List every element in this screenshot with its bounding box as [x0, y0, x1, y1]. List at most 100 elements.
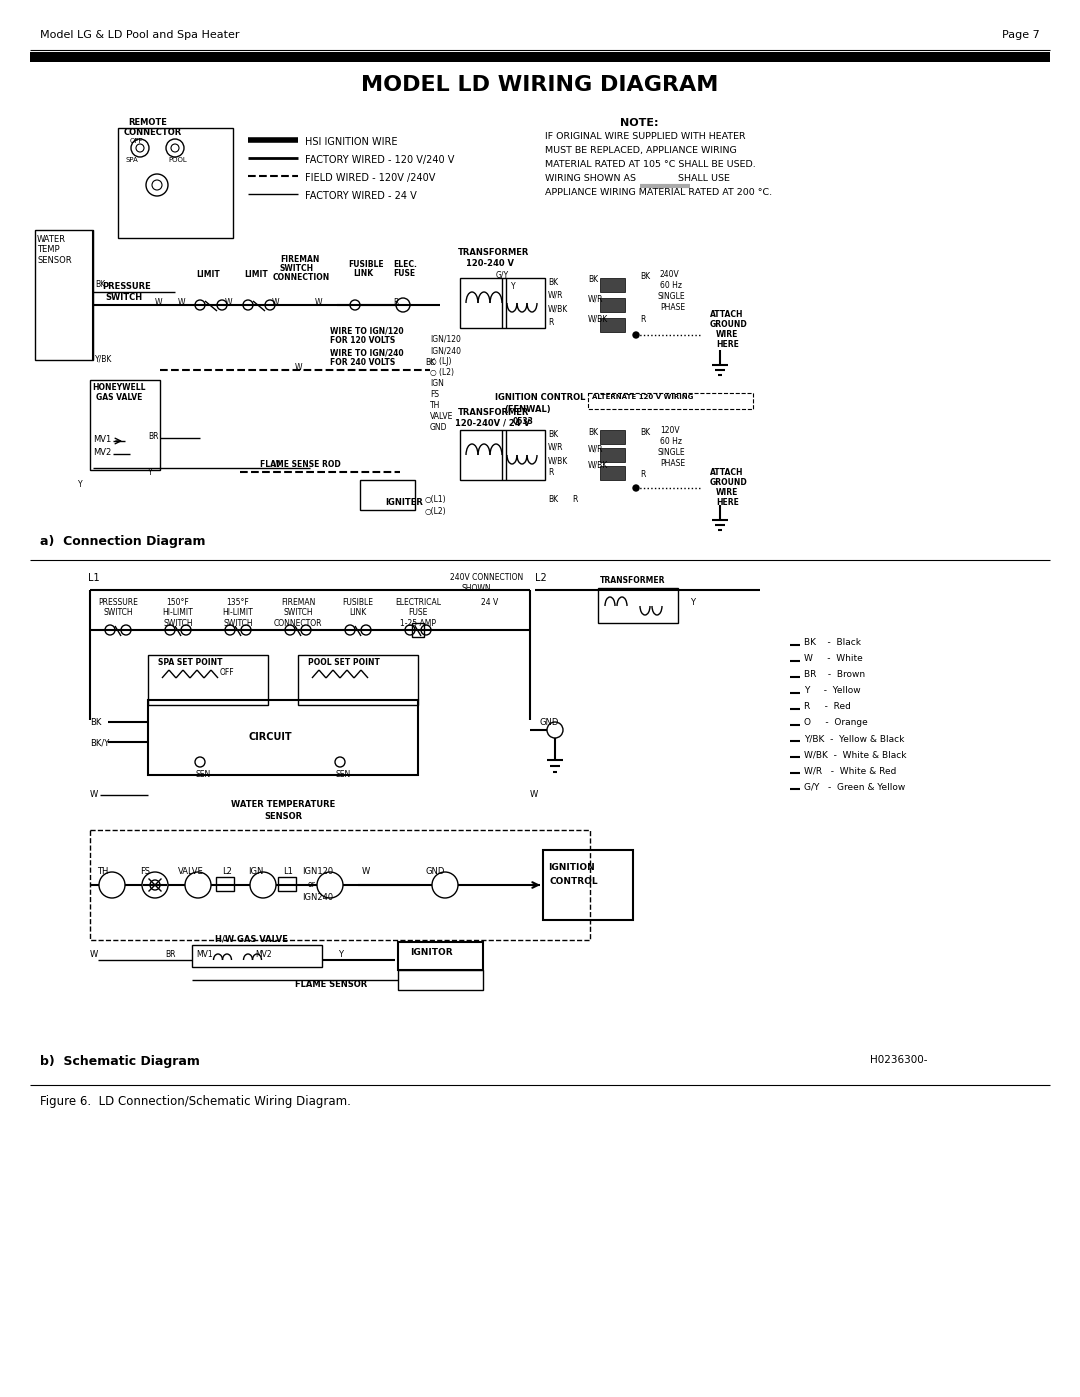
Text: NOTE:: NOTE:: [620, 117, 659, 129]
Text: PHASE: PHASE: [660, 303, 685, 312]
Bar: [148, 700, 418, 775]
Text: R: R: [640, 469, 646, 479]
Text: 240V: 240V: [660, 270, 679, 279]
Text: APPLIANCE WIRING MATERIAL RATED AT 200 °C.: APPLIANCE WIRING MATERIAL RATED AT 200 °…: [545, 189, 772, 197]
Text: FACTORY WIRED - 24 V: FACTORY WIRED - 24 V: [305, 191, 417, 201]
Text: W: W: [273, 460, 281, 469]
Text: OFF: OFF: [130, 138, 144, 144]
Text: W: W: [272, 298, 280, 307]
Text: b)  Schematic Diagram: b) Schematic Diagram: [40, 1055, 200, 1067]
Text: 120V: 120V: [660, 426, 679, 434]
Text: 135°F
HI-LIMIT
SWITCH: 135°F HI-LIMIT SWITCH: [222, 598, 254, 627]
Text: ○ (LJ): ○ (LJ): [430, 358, 451, 366]
Bar: [600, 298, 625, 312]
Text: SINGLE: SINGLE: [658, 448, 686, 457]
Text: R: R: [393, 298, 399, 307]
Bar: [460, 430, 545, 481]
Text: MV1: MV1: [93, 434, 111, 444]
Text: CONNECTOR: CONNECTOR: [124, 129, 183, 137]
Circle shape: [150, 880, 160, 890]
Text: WATER TEMPERATURE: WATER TEMPERATURE: [231, 800, 335, 809]
Text: IGNITION CONTROL: IGNITION CONTROL: [495, 393, 585, 402]
Text: 0533: 0533: [513, 416, 534, 426]
Text: W: W: [315, 298, 323, 307]
Text: L1: L1: [283, 868, 293, 876]
Text: MUST BE REPLACED, APPLIANCE WIRING: MUST BE REPLACED, APPLIANCE WIRING: [545, 147, 737, 155]
Text: ATTACH: ATTACH: [710, 468, 743, 476]
Text: SINGLE: SINGLE: [658, 292, 686, 300]
Text: W: W: [295, 363, 302, 372]
Text: IGNITION: IGNITION: [548, 863, 595, 872]
Text: R: R: [548, 468, 553, 476]
Text: POOL SET POINT: POOL SET POINT: [308, 658, 380, 666]
Text: ELEC.: ELEC.: [393, 260, 417, 270]
Text: Y/BK  -  Yellow & Black: Y/BK - Yellow & Black: [804, 733, 904, 743]
Text: L1: L1: [87, 573, 99, 583]
Text: BK: BK: [548, 430, 558, 439]
Text: Figure 6.  LD Connection/Schematic Wiring Diagram.: Figure 6. LD Connection/Schematic Wiring…: [40, 1095, 351, 1108]
Text: L2: L2: [535, 573, 546, 583]
Text: LIMIT: LIMIT: [244, 270, 268, 279]
Text: WIRE: WIRE: [716, 488, 739, 497]
Text: Y: Y: [78, 481, 83, 489]
Text: HERE: HERE: [716, 497, 739, 507]
Text: SPA SET POINT: SPA SET POINT: [158, 658, 222, 666]
Text: FIREMAN: FIREMAN: [280, 256, 320, 264]
Text: BK: BK: [90, 718, 102, 726]
Text: FS: FS: [140, 868, 150, 876]
Text: IGN240: IGN240: [302, 893, 333, 902]
Text: ○(L2): ○(L2): [426, 507, 447, 515]
Text: W: W: [90, 789, 98, 799]
Bar: [399, 970, 483, 990]
Text: IGN/240: IGN/240: [430, 346, 461, 355]
Text: W: W: [156, 298, 162, 307]
Text: Y: Y: [148, 468, 152, 476]
Text: GND: GND: [430, 423, 447, 432]
Text: 120-240V / 24 V: 120-240V / 24 V: [455, 419, 530, 427]
Text: O     -  Orange: O - Orange: [804, 718, 867, 726]
Text: 60 Hz: 60 Hz: [660, 437, 681, 446]
Text: 240V CONNECTION: 240V CONNECTION: [450, 573, 523, 583]
Text: CONNECTION: CONNECTION: [273, 272, 330, 282]
Text: BK: BK: [588, 275, 598, 284]
Text: CIRCUIT: CIRCUIT: [248, 732, 292, 742]
Text: IGN120: IGN120: [302, 868, 333, 876]
Bar: [278, 877, 296, 891]
Text: H/W GAS VALVE: H/W GAS VALVE: [215, 935, 288, 944]
Text: POOL: POOL: [168, 156, 187, 163]
Text: BK: BK: [426, 358, 435, 367]
Bar: [588, 393, 753, 409]
Text: R: R: [640, 314, 646, 324]
Text: FOR 240 VOLTS: FOR 240 VOLTS: [330, 358, 395, 367]
Bar: [118, 129, 233, 237]
Bar: [30, 52, 1050, 61]
Text: GROUND: GROUND: [710, 320, 747, 330]
Bar: [192, 944, 322, 967]
Text: G/Y: G/Y: [496, 270, 509, 279]
Text: W/R   -  White & Red: W/R - White & Red: [804, 766, 896, 775]
Text: TRANSFORMER: TRANSFORMER: [458, 249, 529, 257]
Text: BK    -  Black: BK - Black: [804, 638, 861, 647]
Bar: [411, 623, 424, 637]
Text: W/BK: W/BK: [548, 305, 568, 314]
Text: BK: BK: [95, 279, 105, 289]
Bar: [216, 877, 234, 891]
Text: BK/Y: BK/Y: [90, 738, 109, 747]
Text: FLAME SENSE ROD: FLAME SENSE ROD: [260, 460, 341, 469]
Text: MODEL LD WIRING DIAGRAM: MODEL LD WIRING DIAGRAM: [362, 75, 718, 95]
Text: W: W: [362, 868, 370, 876]
Text: GND: GND: [426, 868, 444, 876]
Text: Y: Y: [511, 282, 515, 291]
Text: 150°F
HI-LIMIT
SWITCH: 150°F HI-LIMIT SWITCH: [163, 598, 193, 627]
Text: HSI IGNITION WIRE: HSI IGNITION WIRE: [305, 137, 397, 147]
Text: TRANSFORMER: TRANSFORMER: [458, 408, 529, 416]
Text: FIELD WIRED - 120V /240V: FIELD WIRED - 120V /240V: [305, 173, 435, 183]
Text: FUSE: FUSE: [393, 270, 415, 278]
Text: IGN/120: IGN/120: [430, 335, 461, 344]
Text: LIMIT: LIMIT: [195, 270, 219, 279]
Bar: [460, 278, 545, 328]
Text: W     -  White: W - White: [804, 654, 863, 664]
Text: SPA: SPA: [125, 156, 138, 163]
Text: MV2: MV2: [255, 950, 272, 958]
Text: G/Y   -  Green & Yellow: G/Y - Green & Yellow: [804, 782, 905, 791]
